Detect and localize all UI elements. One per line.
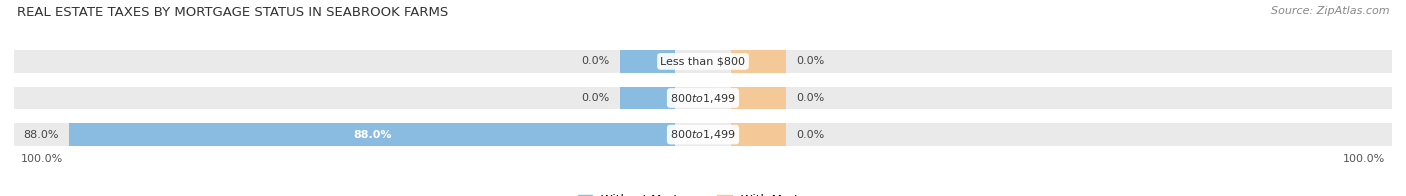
Text: 100.0%: 100.0% (21, 154, 63, 164)
Bar (620, 87, 675, 109)
Text: Source: ZipAtlas.com: Source: ZipAtlas.com (1271, 6, 1389, 16)
Text: $800 to $1,499: $800 to $1,499 (671, 92, 735, 104)
Text: 0.0%: 0.0% (582, 93, 610, 103)
Text: Less than $800: Less than $800 (661, 56, 745, 66)
Legend: Without Mortgage, With Mortgage: Without Mortgage, With Mortgage (578, 194, 828, 196)
Bar (731, 50, 786, 73)
Text: 0.0%: 0.0% (796, 56, 824, 66)
Bar (620, 50, 675, 73)
Bar (731, 123, 786, 146)
Bar (14, 123, 1392, 146)
Bar (69, 123, 675, 146)
Text: 0.0%: 0.0% (582, 56, 610, 66)
Bar (731, 87, 786, 109)
Bar (14, 50, 1392, 73)
Text: 0.0%: 0.0% (796, 93, 824, 103)
Text: 100.0%: 100.0% (1343, 154, 1385, 164)
Text: $800 to $1,499: $800 to $1,499 (671, 128, 735, 141)
Text: 0.0%: 0.0% (796, 130, 824, 140)
Text: REAL ESTATE TAXES BY MORTGAGE STATUS IN SEABROOK FARMS: REAL ESTATE TAXES BY MORTGAGE STATUS IN … (17, 6, 449, 19)
Text: 88.0%: 88.0% (24, 130, 59, 140)
Text: 88.0%: 88.0% (353, 130, 391, 140)
Bar (14, 87, 1392, 109)
